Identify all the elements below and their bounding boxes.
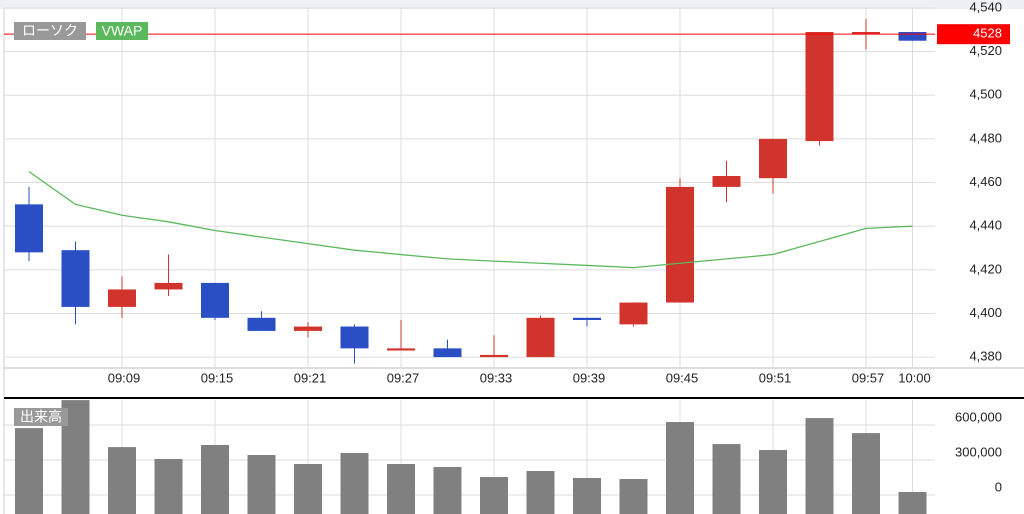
volume-bar [294, 463, 322, 514]
y-tick-label: 4,480 [969, 130, 1002, 145]
volume-title: 出来高 [20, 409, 62, 425]
candle-body [759, 138, 787, 179]
volume-bar [108, 447, 136, 514]
y-tick-label: 4,380 [969, 349, 1002, 364]
legend-label: VWAP [102, 23, 143, 39]
y-tick-label: 300,000 [955, 444, 1002, 459]
volume-bar [619, 479, 648, 514]
top-bar [0, 0, 1024, 9]
y-tick-label: 4,520 [969, 43, 1002, 58]
x-tick-label: 09:33 [480, 370, 513, 385]
legend-swatch [96, 22, 148, 40]
y-tick-label: 4,540 [969, 0, 1002, 14]
volume-bar [201, 444, 229, 514]
volume-bar [387, 463, 415, 514]
volume-bar [526, 470, 555, 514]
volume-bar [480, 477, 508, 514]
x-tick-label: 09:27 [387, 370, 420, 385]
y-tick-label: 4,420 [969, 261, 1002, 276]
volume-bar [805, 418, 834, 514]
candle-body [852, 32, 880, 35]
candle-body [154, 282, 183, 290]
candle-body [666, 186, 694, 303]
candle-body [898, 32, 927, 41]
candle-body [294, 326, 322, 331]
volume-bar [759, 450, 787, 514]
candle-body [712, 176, 741, 187]
x-tick-label: 10:00 [898, 370, 931, 385]
candle-body [201, 282, 229, 318]
candle-body [387, 348, 415, 351]
x-tick-label: 09:21 [294, 370, 327, 385]
volume-bar [573, 477, 601, 514]
volume-bar [154, 458, 183, 514]
last-price-label: 4528 [973, 26, 1002, 41]
x-tick-label: 09:09 [108, 370, 141, 385]
volume-bar [247, 455, 276, 514]
candle-body [433, 348, 462, 358]
volume-bar [712, 444, 741, 514]
volume-bar [433, 467, 462, 514]
x-tick-label: 09:39 [573, 370, 606, 385]
vwap-line [28, 171, 913, 269]
volume-bar [666, 422, 694, 514]
volume-bar [15, 428, 43, 514]
x-tick-label: 09:51 [759, 370, 792, 385]
candle-body [15, 204, 43, 253]
candle-body [108, 289, 136, 307]
candle-body [526, 317, 555, 358]
x-tick-label: 09:45 [666, 370, 699, 385]
last-price-box [937, 24, 1010, 45]
y-tick-label: 600,000 [955, 409, 1002, 424]
x-tick-label: 09:57 [852, 370, 885, 385]
candle-body [805, 32, 834, 142]
candle-body [573, 317, 601, 320]
y-tick-label: 4,460 [969, 174, 1002, 189]
candle-body [480, 354, 508, 358]
volume-bar [852, 433, 880, 514]
x-tick-label: 09:15 [201, 370, 234, 385]
y-tick-label: 0 [995, 479, 1002, 494]
candle-body [340, 326, 369, 349]
y-tick-label: 4,400 [969, 305, 1002, 320]
volume-title-box [14, 408, 68, 426]
legend-label: ローソク [22, 23, 78, 39]
legend-swatch [14, 22, 86, 40]
candle-body [61, 250, 90, 307]
volume-bar [340, 453, 369, 514]
candle-body [619, 302, 648, 325]
y-tick-label: 4,500 [969, 87, 1002, 102]
candle-body [247, 317, 276, 331]
y-tick-label: 4,440 [969, 218, 1002, 233]
legend: ローソク VWAP [14, 22, 148, 40]
volume-bar [898, 491, 927, 514]
